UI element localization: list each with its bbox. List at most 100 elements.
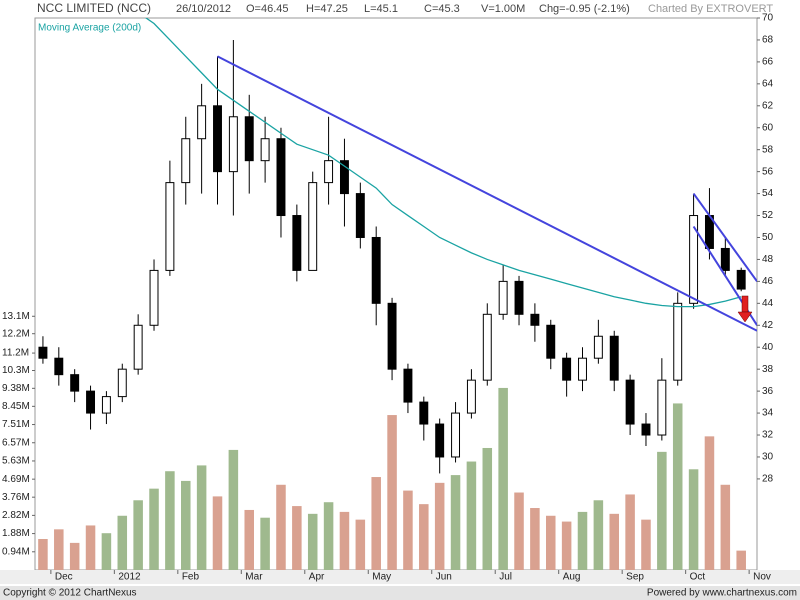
y-tick-label: 56 [762,166,774,177]
candle-body [197,105,207,140]
volume-bar [704,436,715,570]
volume-bar [514,492,524,570]
y2-tick-label: 13.1M [2,311,30,322]
y2-tick-label: 2.82M [2,510,30,521]
trend-line [217,55,757,332]
candle-body [673,302,683,381]
credit: Charted By EXTROVERT [648,3,773,15]
x-tick-label: Apr [309,572,325,583]
candle-body [149,269,159,326]
volume-bar [260,517,270,570]
x-tick-label: 2012 [118,572,141,583]
volume-bar [419,504,429,570]
candle-body [736,269,746,290]
volume-bar [720,484,731,570]
volume-bar [181,480,191,570]
candle-body [546,324,556,359]
x-tick-label: Sep [626,572,644,583]
y2-tick-label: 7.51M [2,419,30,430]
volume-bar [577,511,588,570]
trend-line [692,193,757,282]
header-low: L=45.1 [364,3,398,15]
volume-bar [561,521,572,570]
candle-body [355,193,365,238]
candle-body [260,138,270,162]
volume-bar [196,465,207,570]
chart-title: NCC LIMITED (NCC) [37,1,151,15]
volume-bar [593,500,604,570]
candle-body [54,357,64,376]
candle-body [70,374,80,392]
volume-bar [212,496,223,570]
y2-tick-label: 5.63M [2,456,30,467]
candle-body [101,396,111,414]
volume-bar [149,488,159,570]
y-tick-label: 66 [762,57,774,68]
volume-bar [450,475,461,570]
y-tick-label: 40 [762,342,774,353]
candle-body [562,357,572,381]
candle-body [593,335,603,359]
candle-body [38,346,48,359]
volume-bar [339,511,350,570]
y2-tick-label: 8.45M [2,401,30,412]
y-tick-label: 36 [762,386,774,397]
y2-tick-label: 1.88M [2,528,30,539]
volume-bar [165,471,175,570]
x-tick-label: Nov [753,572,771,583]
x-tick-label: Jul [499,572,512,583]
candle-body [133,324,143,370]
y2-tick-label: 9.38M [2,383,30,394]
header-open: O=46.45 [246,3,289,15]
y2-tick-label: 0.94M [2,546,30,557]
header-date: 26/10/2012 [176,3,231,15]
volume-bar [657,451,667,570]
candle-body [720,247,730,271]
y-tick-label: 64 [762,78,774,89]
y-tick-label: 30 [762,452,774,463]
candle-body [578,357,587,381]
footer-powered: Powered by www.chartnexus.com [647,588,797,599]
candle-body [276,138,286,217]
y2-tick-label: 4.69M [2,474,30,485]
volume-bar [546,515,556,570]
y2-tick-label: 3.76M [2,492,30,503]
candle-body [530,313,540,326]
candle-body [339,160,349,195]
volume-bar [688,469,699,570]
y-tick-label: 42 [762,320,774,331]
candle-body [117,368,127,398]
footer-copyright: Copyright © 2012 ChartNexus [3,588,137,599]
candle-body [466,379,476,414]
footer-strip [0,586,800,600]
candle-body [514,280,524,315]
candle-body [403,368,413,403]
volume-bar [530,508,540,570]
candle-body [371,236,381,304]
volume-bar [228,449,239,570]
x-tick-label: May [372,572,391,583]
volume-bar [736,550,746,570]
y-tick-label: 58 [762,144,774,155]
candle-body [435,423,445,458]
header-close: C=45.3 [424,3,460,15]
volume-bar [133,500,143,570]
volume-bar [101,533,112,570]
y-tick-label: 48 [762,254,774,265]
y2-tick-label: 6.57M [2,437,30,448]
x-tick-label: Oct [690,572,706,583]
candle-body [482,313,492,381]
volume-bar [498,387,508,570]
candle-body [181,138,191,184]
moving-average-line [144,18,742,308]
candle-body [641,423,651,436]
y-tick-label: 34 [762,408,774,419]
y-tick-label: 46 [762,276,774,287]
header-change: Chg=-0.95 (-2.1%) [539,3,630,15]
candle-body [498,280,508,315]
red-arrow [737,295,753,323]
candle-body [213,105,222,173]
volume-bar [482,447,493,570]
y-tick-label: 70 [762,13,774,24]
